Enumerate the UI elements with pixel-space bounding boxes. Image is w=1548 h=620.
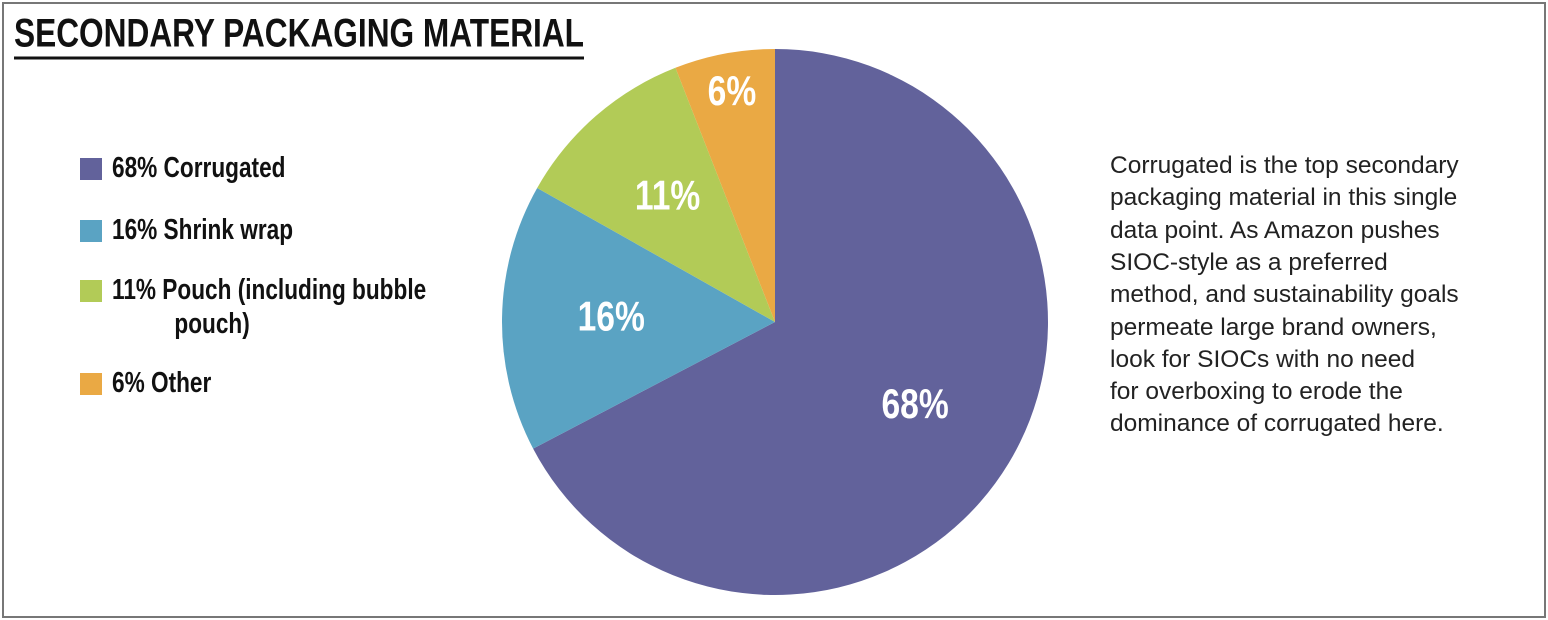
legend-label: 6% Other [112, 367, 212, 399]
value-label: 16% [578, 294, 645, 340]
annotation-line: method, and sustainability goals [1110, 281, 1459, 309]
value-label: 11% [635, 173, 700, 219]
annotation-line: packaging material in this single [1110, 184, 1458, 212]
legend-label: 16% Shrink wrap [112, 214, 294, 246]
legend-swatch [80, 373, 102, 395]
pie-slice [533, 49, 1048, 595]
annotation-line: SIOC-style as a preferred [1110, 248, 1388, 276]
legend-label: 11% Pouch (including bubble pouch) [112, 274, 427, 340]
pie-slice [502, 187, 775, 449]
value-label: 6% [708, 69, 757, 115]
chart-title: SECONDARY PACKAGING MATERIAL [14, 12, 584, 56]
pie-slice [675, 49, 775, 322]
annotation-line: Corrugated is the top secondary [1110, 152, 1459, 179]
pie-slice [537, 67, 775, 322]
legend-label: 68% Corrugated [112, 152, 286, 184]
annotation-line: dominance of corrugated here. [1110, 410, 1444, 438]
annotation-line: look for SIOCs with no need [1110, 345, 1416, 373]
legend-swatch [80, 220, 102, 242]
annotation-line: for overboxing to erode the [1110, 378, 1403, 406]
value-label: 68% [882, 381, 949, 427]
legend-swatch [80, 158, 102, 180]
annotation-line: permeate large brand owners, [1110, 313, 1437, 341]
legend-swatch [80, 280, 102, 302]
annotation-line: data point. As Amazon pushes [1110, 216, 1440, 244]
